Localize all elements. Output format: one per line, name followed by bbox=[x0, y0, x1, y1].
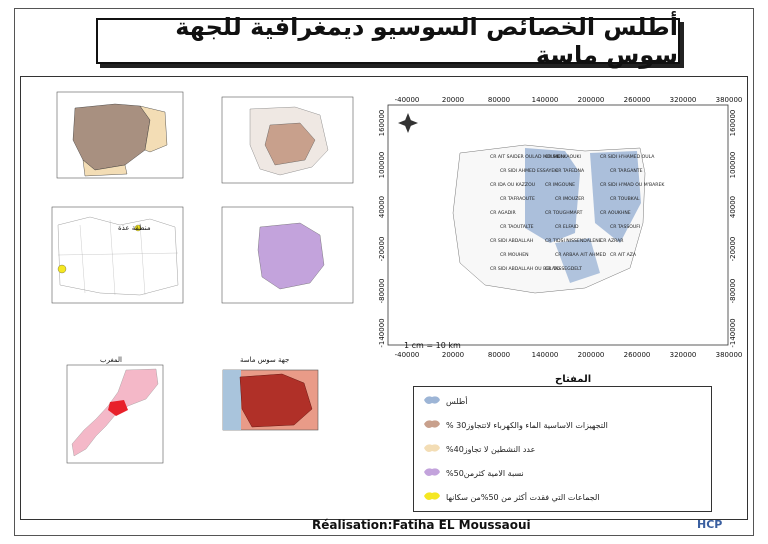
author-credit: Réalisation:Fatiha EL Moussaoui bbox=[312, 518, 531, 532]
place-label: CR TIDSI NISSENDALENE bbox=[545, 238, 602, 244]
map-title: أطلس الخصائص السوسيو ديمغرافية للجهة سوس… bbox=[175, 13, 678, 69]
place-label: CR SIDI ABDALLAH bbox=[490, 238, 533, 244]
y-tick-right: -140000 bbox=[729, 318, 737, 347]
x-tick-top: 200000 bbox=[578, 96, 605, 104]
y-tick-left: 100000 bbox=[378, 152, 386, 179]
x-tick-top: 320000 bbox=[670, 96, 697, 104]
small-map-population-loss bbox=[51, 206, 184, 304]
place-label: CR ELFAID bbox=[555, 224, 579, 230]
place-label: CR SIDI ABDALLAH OU BELAID bbox=[490, 266, 560, 272]
page-frame bbox=[14, 8, 754, 536]
place-label: CR TASSEGDELT bbox=[545, 266, 582, 272]
small-map-infrastructure bbox=[221, 96, 354, 184]
main-map: -40000 20000 80000 140000 200000 260000 320000… bbox=[378, 96, 743, 359]
map3-annotation: منطقة عذة bbox=[118, 224, 151, 232]
morocco-inset bbox=[66, 364, 164, 464]
x-tick-bottom: 80000 bbox=[488, 351, 510, 359]
content-box bbox=[20, 76, 748, 520]
legend-item-illiteracy: نسبة الامية كثرمن50% bbox=[414, 464, 711, 484]
place-label: CR TARGANTE bbox=[610, 168, 643, 174]
legend-swatch-atlas bbox=[424, 396, 440, 404]
place-label: CR TAFRAOUTE bbox=[500, 196, 535, 202]
region-label: جهة سوس ماسة bbox=[240, 356, 290, 364]
x-tick-bottom: 260000 bbox=[624, 351, 651, 359]
small-map-illiteracy bbox=[221, 206, 354, 304]
y-tick-left: 160000 bbox=[378, 110, 386, 137]
legend-swatch-population-loss bbox=[424, 492, 440, 500]
place-label: CR AIT SAIDER OULAD MOUMEN bbox=[490, 154, 564, 160]
y-tick-left: 40000 bbox=[378, 196, 386, 218]
y-tick-right: 100000 bbox=[729, 152, 737, 179]
place-label: CR MOUHEN bbox=[500, 252, 529, 258]
place-label: CR TOUBKAL bbox=[610, 196, 640, 202]
legend-label-illiteracy: نسبة الامية كثرمن50% bbox=[446, 469, 524, 478]
x-tick-top: 380000 bbox=[716, 96, 743, 104]
place-label: CR TAOUTALTE bbox=[500, 224, 534, 230]
legend-swatch-active-population bbox=[424, 444, 440, 452]
place-label: CR TOUGHMART bbox=[545, 210, 583, 216]
place-label: CR AZRAR bbox=[600, 238, 624, 244]
legend-item-atlas: أطلس bbox=[414, 392, 711, 412]
place-label: CR AOUKHNE bbox=[600, 210, 631, 216]
x-tick-bottom: 20000 bbox=[442, 351, 464, 359]
place-label: CR SIDI AHMED ESSAYEH bbox=[500, 168, 558, 174]
x-tick-top: -40000 bbox=[395, 96, 420, 104]
title-box: أطلس الخصائص السوسيو ديمغرافية للجهة سوس… bbox=[96, 13, 680, 69]
place-label: CR TASSOUFI bbox=[610, 224, 640, 230]
place-label: CR IMGOUNE bbox=[545, 182, 575, 188]
place-label: CR IDA OU KAZZOU bbox=[490, 182, 535, 188]
region-inset bbox=[222, 369, 319, 431]
legend-item-infrastructure: التجهيزات الاساسية الماء والكهرباء لاتتج… bbox=[414, 416, 711, 436]
legend-swatch-infrastructure bbox=[424, 420, 440, 428]
place-label: CR SIDI H'MAD OU M'BAREK bbox=[600, 182, 665, 188]
place-label: CR SIDI H'HAMED OULA bbox=[600, 154, 655, 160]
x-tick-bottom: 200000 bbox=[578, 351, 605, 359]
y-tick-right: 160000 bbox=[729, 110, 737, 137]
y-tick-left: -80000 bbox=[378, 279, 386, 304]
place-label: CR SIDI KAOUKI bbox=[545, 154, 581, 160]
morocco-label: المغرب bbox=[100, 356, 122, 364]
place-label: CR AIT AZA bbox=[610, 252, 637, 258]
scale-label: 1 cm = 10 km bbox=[404, 341, 461, 350]
x-tick-bottom: 140000 bbox=[532, 351, 559, 359]
place-label: CR ARBAA AIT AHMED bbox=[555, 252, 606, 258]
organization-logo: HCP bbox=[697, 518, 723, 531]
place-label: CR AGADIR bbox=[490, 210, 517, 216]
y-tick-right: -80000 bbox=[729, 279, 737, 304]
legend-item-active-population: عدد النشطين لا تجاوز40% bbox=[414, 440, 711, 460]
x-tick-bottom: 320000 bbox=[670, 351, 697, 359]
y-tick-right: 40000 bbox=[729, 196, 737, 218]
y-tick-left: -20000 bbox=[378, 237, 386, 262]
legend-title: المفتاح bbox=[555, 374, 592, 385]
x-tick-top: 140000 bbox=[532, 96, 559, 104]
legend-box: أطلس التجهيزات الاساسية الماء والكهرباء … bbox=[413, 386, 712, 512]
legend-label-population-loss: الجماعات التي فقدت أكثر من 50%من سكانها bbox=[446, 493, 600, 502]
x-tick-top: 80000 bbox=[488, 96, 510, 104]
y-tick-right: -20000 bbox=[729, 237, 737, 262]
legend-label-infrastructure: التجهيزات الاساسية الماء والكهرباء لاتتج… bbox=[446, 421, 608, 430]
place-label: CR IMOUZER bbox=[555, 196, 585, 202]
x-tick-top: 260000 bbox=[624, 96, 651, 104]
legend-swatch-illiteracy bbox=[424, 468, 440, 476]
legend-label-active-population: عدد النشطين لا تجاوز40% bbox=[446, 445, 536, 454]
north-arrow-icon bbox=[398, 113, 418, 133]
x-tick-bottom: -40000 bbox=[395, 351, 420, 359]
legend-item-population-loss: الجماعات التي فقدت أكثر من 50%من سكانها bbox=[414, 488, 711, 508]
place-label: CR TAFEDNA bbox=[555, 168, 585, 174]
x-tick-bottom: 380000 bbox=[716, 351, 743, 359]
x-tick-top: 20000 bbox=[442, 96, 464, 104]
legend-label-atlas: أطلس bbox=[446, 397, 468, 406]
small-map-access bbox=[56, 91, 184, 179]
y-tick-left: -140000 bbox=[378, 318, 386, 347]
